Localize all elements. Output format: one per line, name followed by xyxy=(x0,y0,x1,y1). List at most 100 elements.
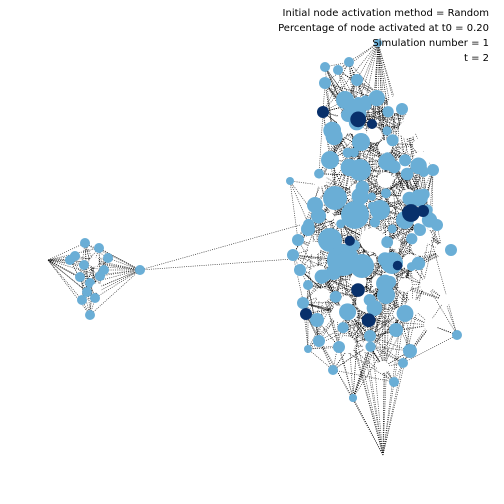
edge xyxy=(386,220,419,243)
edge xyxy=(318,189,357,217)
edge xyxy=(89,257,109,284)
edge xyxy=(84,242,141,271)
edge xyxy=(307,277,357,286)
node-inactive xyxy=(435,243,449,257)
edge xyxy=(332,369,395,383)
edge xyxy=(332,345,369,371)
node-newly-activated xyxy=(417,205,429,217)
node-inactive xyxy=(316,288,330,302)
node-active xyxy=(386,134,399,147)
simulation-number-label: Simulation number = 1 xyxy=(372,38,489,49)
edge xyxy=(338,281,360,348)
node-active xyxy=(85,278,95,288)
node-active xyxy=(294,264,306,276)
edge xyxy=(395,237,417,245)
edge xyxy=(324,82,333,131)
node-active xyxy=(396,304,414,322)
node-active xyxy=(328,365,338,375)
edge xyxy=(377,42,389,112)
edge xyxy=(99,269,141,277)
edge xyxy=(324,66,352,126)
edge xyxy=(331,130,357,190)
node-active xyxy=(310,313,324,327)
edge xyxy=(81,264,85,301)
edge xyxy=(422,169,434,212)
edge xyxy=(346,289,359,345)
node-active xyxy=(418,188,430,201)
node-active xyxy=(342,147,353,158)
edge xyxy=(382,176,387,456)
edge xyxy=(344,99,410,120)
edge xyxy=(426,284,446,301)
edge xyxy=(338,152,349,221)
node-active xyxy=(292,234,304,246)
edge xyxy=(305,313,384,456)
node-newly-activated xyxy=(351,283,365,297)
node-active xyxy=(452,330,462,340)
edge xyxy=(47,242,86,261)
node-active xyxy=(314,168,324,179)
node-active xyxy=(387,160,401,174)
edge xyxy=(387,279,414,308)
edge xyxy=(322,267,349,296)
edge xyxy=(344,120,386,148)
node-active xyxy=(77,295,87,305)
edge xyxy=(423,171,428,210)
node-active xyxy=(135,265,145,275)
edge xyxy=(324,82,357,123)
edge xyxy=(356,122,408,130)
node-active xyxy=(406,233,418,245)
edge xyxy=(322,61,350,113)
edge xyxy=(307,284,359,291)
edge xyxy=(354,245,379,283)
node-active xyxy=(418,166,429,177)
edge xyxy=(94,269,141,299)
edge xyxy=(316,281,360,321)
edge xyxy=(47,259,81,278)
node-active xyxy=(403,344,417,358)
node-active xyxy=(79,260,89,270)
node-active xyxy=(336,252,353,269)
node-active xyxy=(333,341,345,353)
simulation-info: Initial node activation method = Random … xyxy=(278,6,489,66)
node-active xyxy=(75,272,85,282)
node-active xyxy=(95,271,105,281)
node-active xyxy=(325,264,342,280)
node-active xyxy=(304,345,312,353)
node-active xyxy=(286,177,294,185)
node-active xyxy=(65,255,75,265)
edge xyxy=(365,284,428,303)
edge xyxy=(314,197,336,249)
node-active xyxy=(375,40,381,46)
edge xyxy=(347,259,386,313)
node-newly-activated xyxy=(367,119,377,129)
node-inactive xyxy=(398,120,417,139)
node-active xyxy=(367,192,377,201)
edge xyxy=(307,345,369,350)
node-active xyxy=(406,262,416,272)
node-active xyxy=(377,252,393,267)
edge xyxy=(373,134,408,175)
node-active xyxy=(303,218,315,231)
edge xyxy=(385,176,417,238)
node-active xyxy=(103,253,113,263)
edge xyxy=(358,119,408,130)
edge xyxy=(419,169,434,231)
edge xyxy=(299,269,359,291)
node-inactive xyxy=(424,318,438,332)
edge xyxy=(318,173,340,221)
edge xyxy=(329,239,379,283)
node-active xyxy=(313,335,325,347)
node-active xyxy=(382,152,393,163)
node-active xyxy=(399,154,412,167)
node-active xyxy=(389,323,403,337)
edge xyxy=(350,124,384,456)
node-active xyxy=(445,244,457,256)
edge xyxy=(348,42,379,63)
edge xyxy=(444,299,458,336)
node-inactive xyxy=(439,294,451,306)
edge xyxy=(344,284,406,310)
edge xyxy=(344,308,371,337)
